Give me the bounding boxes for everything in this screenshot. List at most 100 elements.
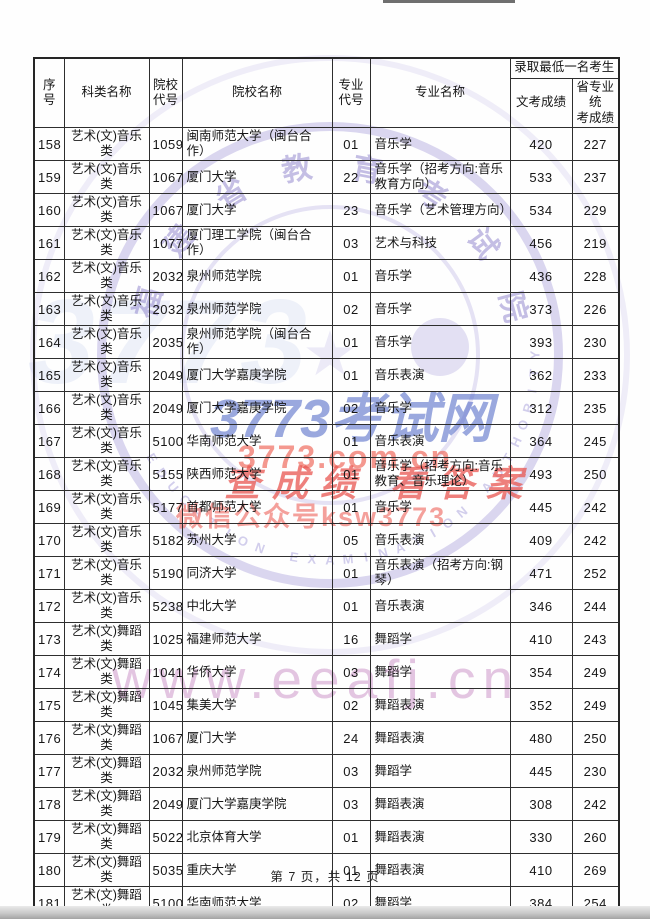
cell-major-code: 02 — [331, 391, 371, 426]
cell-seq: 179 — [33, 820, 65, 855]
cell-major-name: 舞蹈表演 — [369, 688, 511, 723]
cell-seq: 174 — [33, 655, 65, 690]
cell-college-name: 泉州师范学院 — [181, 292, 333, 327]
cell-college-name: 厦门大学嘉庚学院 — [181, 391, 333, 426]
header-college-name: 院校名称 — [181, 57, 333, 129]
cell-major-code: 01 — [331, 424, 371, 459]
table-row: 173 艺术(文)舞蹈类 1025 福建师范大学 16 舞蹈学 410 243 — [33, 622, 620, 657]
cell-college-code: 2032 — [148, 292, 183, 327]
table-row: 176 艺术(文)舞蹈类 1067 厦门大学 24 舞蹈表演 480 250 — [33, 721, 620, 756]
cell-college-name: 北京体育大学 — [181, 820, 333, 855]
cell-college-code: 2035 — [148, 325, 183, 360]
cell-college-code: 2049 — [148, 391, 183, 426]
cell-college-name: 华南师范大学 — [181, 424, 333, 459]
header-score-group: 录取最低一名考生 — [509, 57, 620, 79]
cell-major-name: 音乐表演 — [369, 424, 511, 459]
cell-college-code: 5100 — [148, 424, 183, 459]
cell-category: 艺术(文)音乐类 — [63, 325, 150, 360]
cell-prof-score: 235 — [571, 391, 620, 426]
cell-college-code: 1025 — [148, 622, 183, 657]
cell-wenkao-score: 420 — [509, 127, 573, 162]
cell-college-code: 2032 — [148, 259, 183, 294]
cell-major-name: 舞蹈学 — [369, 655, 511, 690]
header-seq: 序号 — [33, 57, 65, 129]
cell-major-code: 01 — [331, 589, 371, 624]
cell-college-name: 华侨大学 — [181, 655, 333, 690]
cell-major-name: 舞蹈表演 — [369, 787, 511, 822]
header-prof-score-line1: 省专业统 — [576, 79, 615, 110]
cell-college-code: 2049 — [148, 358, 183, 393]
cell-prof-score: 242 — [571, 787, 620, 822]
cell-college-name: 中北大学 — [181, 589, 333, 624]
cell-major-name: 音乐学（招考方向:音乐教育方向） — [369, 160, 511, 195]
page-number: 第 7 页，共 12 页 — [270, 870, 380, 884]
cell-prof-score: 219 — [571, 226, 620, 261]
cell-college-code: 1041 — [148, 655, 183, 690]
cell-seq: 164 — [33, 325, 65, 360]
cell-prof-score: 249 — [571, 655, 620, 690]
cell-college-name: 厦门大学 — [181, 721, 333, 756]
cell-major-code: 03 — [331, 754, 371, 789]
cell-college-name: 闽南师范大学（闽台合作） — [181, 127, 333, 162]
cell-seq: 177 — [33, 754, 65, 789]
cell-category: 艺术(文)舞蹈类 — [63, 688, 150, 723]
cell-college-name: 集美大学 — [181, 688, 333, 723]
cell-major-name: 音乐学 — [369, 127, 511, 162]
cell-major-name: 舞蹈表演 — [369, 853, 511, 888]
table-row: 174 艺术(文)舞蹈类 1041 华侨大学 03 舞蹈学 354 249 — [33, 655, 620, 690]
cell-wenkao-score: 362 — [509, 358, 573, 393]
cell-college-code: 5177 — [148, 490, 183, 525]
cell-college-code: 5238 — [148, 589, 183, 624]
cell-category: 艺术(文)音乐类 — [63, 589, 150, 624]
cell-prof-score: 244 — [571, 589, 620, 624]
cell-category: 艺术(文)舞蹈类 — [63, 787, 150, 822]
table-row: 158 艺术(文)音乐类 1059 闽南师范大学（闽台合作） 01 音乐学 42… — [33, 127, 620, 162]
cell-college-name: 厦门大学嘉庚学院 — [181, 787, 333, 822]
cell-college-code: 5155 — [148, 457, 183, 492]
cell-wenkao-score: 493 — [509, 457, 573, 492]
cell-prof-score: 245 — [571, 424, 620, 459]
cell-category: 艺术(文)音乐类 — [63, 457, 150, 492]
cell-prof-score: 242 — [571, 490, 620, 525]
cell-major-code: 01 — [331, 556, 371, 591]
cell-major-code: 01 — [331, 325, 371, 360]
table-row: 165 艺术(文)音乐类 2049 厦门大学嘉庚学院 01 音乐表演 362 2… — [33, 358, 620, 393]
cell-wenkao-score: 456 — [509, 226, 573, 261]
table-row: 170 艺术(文)音乐类 5182 苏州大学 05 音乐表演 409 242 — [33, 523, 620, 558]
table-row: 161 艺术(文)音乐类 1077 厦门理工学院（闽台合作） 03 艺术与科技 … — [33, 226, 620, 261]
cell-college-name: 厦门理工学院（闽台合作） — [181, 226, 333, 261]
cell-major-code: 03 — [331, 787, 371, 822]
cell-seq: 166 — [33, 391, 65, 426]
cell-category: 艺术(文)舞蹈类 — [63, 622, 150, 657]
table-row: 163 艺术(文)音乐类 2032 泉州师范学院 02 音乐学 373 226 — [33, 292, 620, 327]
cell-college-code: 1067 — [148, 193, 183, 228]
cell-major-name: 艺术与科技 — [369, 226, 511, 261]
cell-prof-score: 250 — [571, 721, 620, 756]
cell-seq: 176 — [33, 721, 65, 756]
table-row: 159 艺术(文)音乐类 1067 厦门大学 22 音乐学（招考方向:音乐教育方… — [33, 160, 620, 195]
table-row: 167 艺术(文)音乐类 5100 华南师范大学 01 音乐表演 364 245 — [33, 424, 620, 459]
cell-major-name: 舞蹈表演 — [369, 721, 511, 756]
cell-college-code: 2049 — [148, 787, 183, 822]
cell-seq: 173 — [33, 622, 65, 657]
cell-seq: 160 — [33, 193, 65, 228]
cell-wenkao-score: 346 — [509, 589, 573, 624]
cell-prof-score: 228 — [571, 259, 620, 294]
cell-wenkao-score: 445 — [509, 490, 573, 525]
cell-prof-score: 242 — [571, 523, 620, 558]
cell-category: 艺术(文)音乐类 — [63, 160, 150, 195]
cell-wenkao-score: 480 — [509, 721, 573, 756]
scan-artifact-bottom-edge — [0, 906, 650, 919]
cell-major-code: 01 — [331, 457, 371, 492]
cell-category: 艺术(文)音乐类 — [63, 358, 150, 393]
cell-prof-score: 249 — [571, 688, 620, 723]
cell-category: 艺术(文)舞蹈类 — [63, 754, 150, 789]
cell-college-name: 泉州师范学院（闽台合作） — [181, 325, 333, 360]
cell-prof-score: 233 — [571, 358, 620, 393]
cell-category: 艺术(文)音乐类 — [63, 259, 150, 294]
admission-scores-table: 序号 科类名称 院校代号 院校名称 专业代号 专业名称 录取最低一名考生 文考成… — [33, 57, 621, 919]
cell-major-code: 23 — [331, 193, 371, 228]
cell-seq: 170 — [33, 523, 65, 558]
table-row: 178 艺术(文)舞蹈类 2049 厦门大学嘉庚学院 03 舞蹈表演 308 2… — [33, 787, 620, 822]
